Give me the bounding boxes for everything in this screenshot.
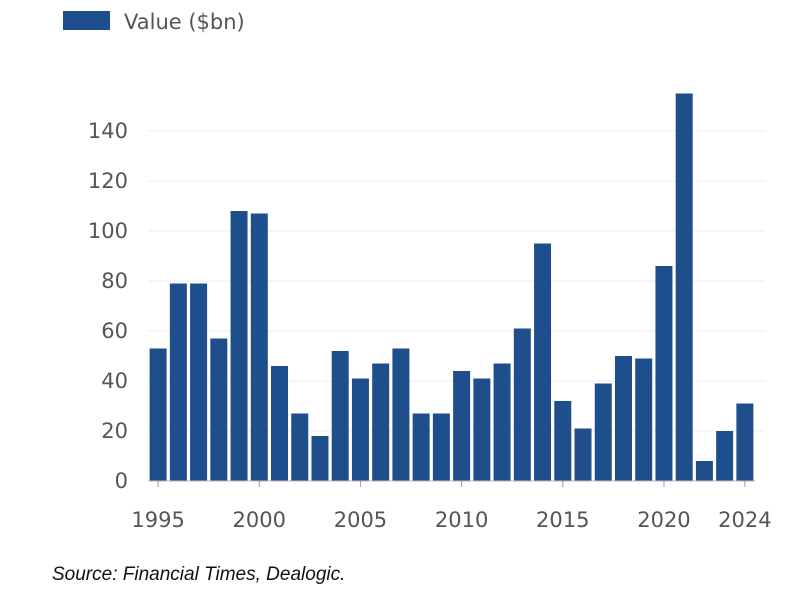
bar-2024	[736, 403, 754, 481]
bar-2021	[675, 93, 693, 481]
bar-1999	[230, 211, 248, 481]
bar-2000	[250, 213, 268, 481]
x-tick-label: 2015	[536, 508, 589, 532]
bar-2006	[372, 363, 390, 481]
bar-2013	[513, 328, 531, 481]
bar-2001	[271, 366, 289, 481]
bar-1996	[169, 283, 187, 481]
bar-2017	[594, 383, 612, 481]
bars	[149, 93, 754, 481]
x-tick-label: 2024	[718, 508, 771, 532]
x-tick-label: 2005	[334, 508, 387, 532]
x-tick-label: 2020	[637, 508, 690, 532]
bar-1997	[190, 283, 208, 481]
bar-2020	[655, 266, 673, 481]
y-tick-label: 40	[101, 369, 128, 393]
bar-2018	[614, 356, 632, 481]
legend-swatch	[63, 11, 110, 30]
bar-2019	[635, 358, 653, 481]
legend: Value ($bn)	[63, 10, 245, 34]
bar-1995	[149, 348, 167, 481]
bar-2016	[574, 428, 592, 481]
bar-2012	[493, 363, 511, 481]
x-tick-label: 2000	[233, 508, 286, 532]
bar-2015	[554, 401, 572, 481]
bar-2022	[695, 461, 713, 481]
source-note: Source: Financial Times, Dealogic.	[52, 564, 346, 585]
bar-2014	[534, 243, 552, 481]
y-axis: 0 20 40 60 80 100 120 140	[88, 119, 128, 493]
bar-2009	[432, 413, 450, 481]
bar-2008	[412, 413, 430, 481]
y-tick-label: 80	[101, 269, 128, 293]
y-tick-label: 140	[88, 119, 128, 143]
bar-2023	[716, 431, 734, 481]
bar-1998	[210, 338, 228, 481]
legend-label: Value ($bn)	[124, 10, 245, 34]
y-tick-label: 120	[88, 169, 128, 193]
x-axis: 1995 2000 2005 2010 2015 2020 2024	[131, 481, 772, 532]
bar-2007	[392, 348, 410, 481]
bar-2010	[453, 371, 471, 481]
x-tick-label: 1995	[131, 508, 184, 532]
bar-2005	[351, 378, 369, 481]
bar-2004	[331, 351, 349, 481]
bar-2002	[291, 413, 309, 481]
y-tick-label: 0	[115, 469, 128, 493]
bar-2011	[473, 378, 491, 481]
y-tick-label: 60	[101, 319, 128, 343]
y-tick-label: 20	[101, 419, 128, 443]
x-tick-label: 2010	[435, 508, 488, 532]
bar-2003	[311, 436, 329, 481]
y-tick-label: 100	[88, 219, 128, 243]
